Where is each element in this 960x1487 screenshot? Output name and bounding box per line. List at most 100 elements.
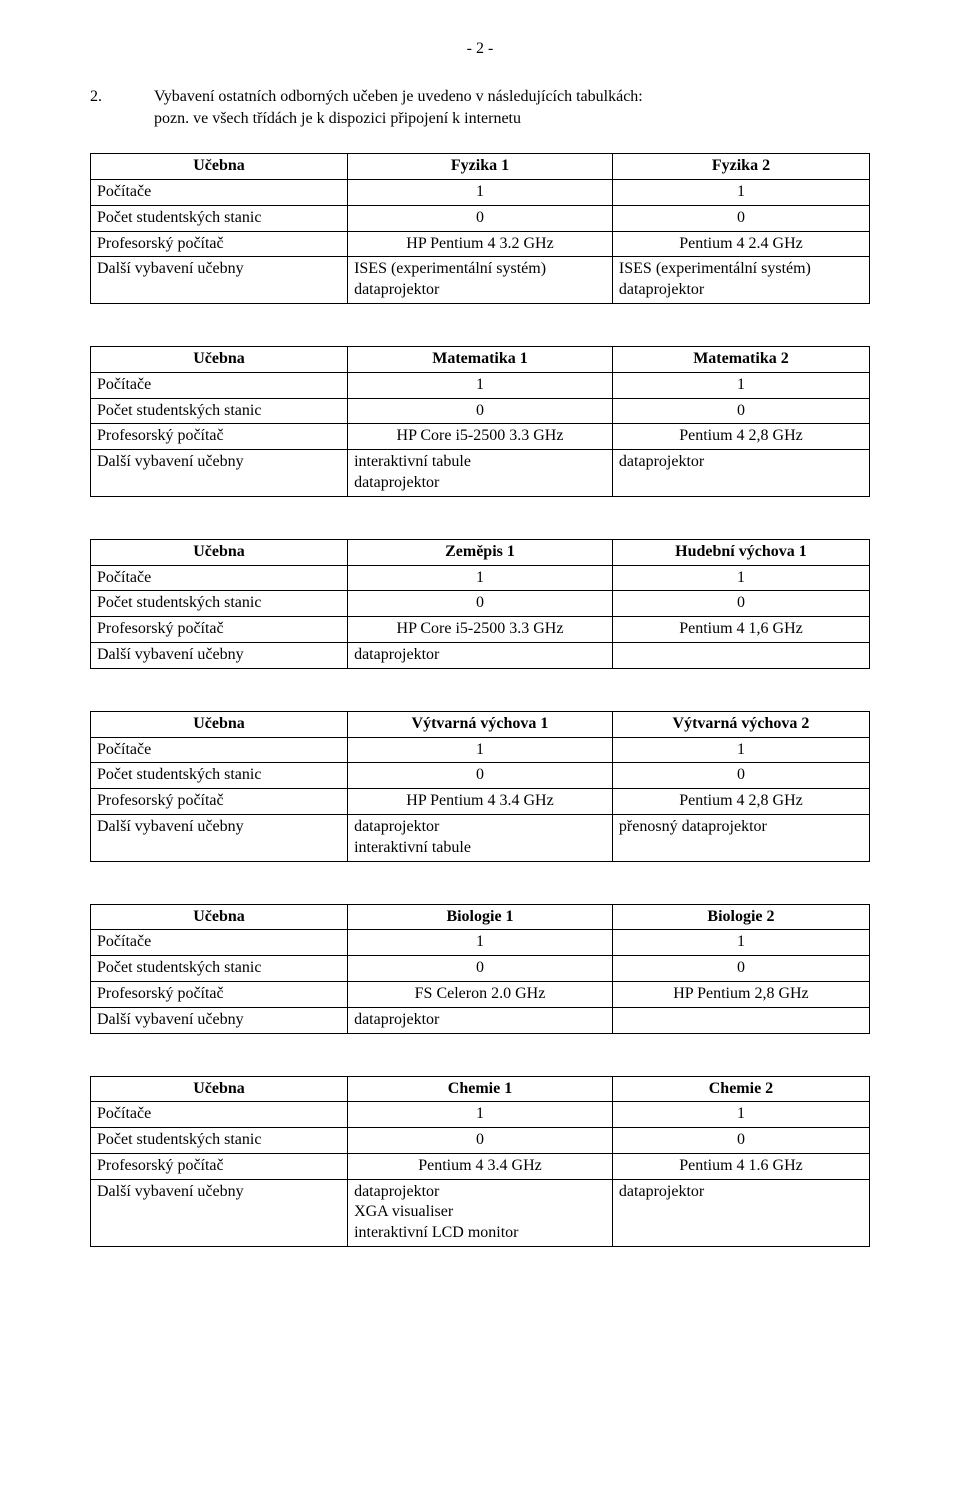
table-row: Počet studentských stanic00 [91,763,870,789]
row-value-cell: Pentium 4 3.4 GHz [348,1153,613,1179]
row-value-cell: 0 [348,398,613,424]
classroom-table: UčebnaVýtvarná výchova 1Výtvarná výchova… [90,711,870,862]
row-label-cell: Profesorský počítač [91,424,348,450]
row-value-cell: 1 [348,930,613,956]
table-header-row: UčebnaZeměpis 1Hudební výchova 1 [91,539,870,565]
row-label-cell: Počítače [91,179,348,205]
row-value-cell: 1 [612,930,869,956]
table-row: Počet studentských stanic00 [91,591,870,617]
row-value-cell: 0 [348,1128,613,1154]
header-label-cell: Učebna [91,1076,348,1102]
table-header-row: UčebnaBiologie 1Biologie 2 [91,904,870,930]
row-value-cell: 0 [612,1128,869,1154]
row-value-cell: HP Pentium 4 3.2 GHz [348,231,613,257]
table-row: Další vybavení učebny ISES (experimentáln… [91,257,870,304]
row-value-cell: Pentium 4 2,8 GHz [612,789,869,815]
row-label-cell: Profesorský počítač [91,981,348,1007]
table-row: Počet studentských stanic00 [91,205,870,231]
table-row: Další vybavení učebnyinteraktivní tabule… [91,450,870,497]
row-value-cell: interaktivní tabuledataprojektor [348,450,613,497]
table-row: Počítače11 [91,179,870,205]
table-row: Profesorský počítačFS Celeron 2.0 GHzHP … [91,981,870,1007]
table-header-row: UčebnaMatematika 1Matematika 2 [91,346,870,372]
row-label-cell: Počet studentských stanic [91,398,348,424]
table-row: Počítače11 [91,930,870,956]
table-header-row: UčebnaFyzika 1Fyzika 2 [91,154,870,180]
row-value-cell: HP Pentium 2,8 GHz [612,981,869,1007]
table-row: Další vybavení učebnydataprojektorintera… [91,814,870,861]
header-label-cell: Učebna [91,346,348,372]
row-value-cell: přenosný dataprojektor [612,814,869,861]
classroom-table: UčebnaFyzika 1Fyzika 2Počítače11Počet st… [90,153,870,304]
row-value-cell: Pentium 4 1.6 GHz [612,1153,869,1179]
row-value-cell: 1 [348,1102,613,1128]
header-value-cell: Biologie 1 [348,904,613,930]
row-label-cell: Další vybavení učebny [91,1179,348,1246]
row-value-cell: Pentium 4 1,6 GHz [612,617,869,643]
row-value-cell: 1 [612,565,869,591]
intro-line1: Vybavení ostatních odborných učeben je u… [154,88,643,105]
row-value-cell: dataprojektor [348,642,613,668]
row-label-cell: Počet studentských stanic [91,956,348,982]
row-value-cell: 0 [612,398,869,424]
row-value-cell: HP Pentium 4 3.4 GHz [348,789,613,815]
table-row: Počítače11 [91,737,870,763]
row-label-cell: Další vybavení učebny [91,450,348,497]
row-value-cell [612,1007,869,1033]
header-label-cell: Učebna [91,711,348,737]
row-value-cell: dataprojektor [348,1007,613,1033]
row-value-cell: dataprojektorinteraktivní tabule [348,814,613,861]
row-value-cell: 1 [612,372,869,398]
row-value-cell: 0 [612,591,869,617]
row-value-cell: 1 [348,179,613,205]
row-value-cell: 0 [348,956,613,982]
intro-body: Vybavení ostatních odborných učeben je u… [154,86,864,129]
intro-paragraph: 2. Vybavení ostatních odborných učeben j… [90,86,870,129]
header-value-cell: Matematika 1 [348,346,613,372]
table-row: Profesorský počítačHP Core i5-2500 3.3 G… [91,617,870,643]
header-value-cell: Chemie 2 [612,1076,869,1102]
row-value-cell: 0 [348,205,613,231]
intro-number: 2. [90,86,150,108]
header-value-cell: Hudební výchova 1 [612,539,869,565]
header-value-cell: Matematika 2 [612,346,869,372]
row-label-cell: Profesorský počítač [91,617,348,643]
row-value-cell: 0 [612,205,869,231]
table-row: Profesorský počítačHP Core i5-2500 3.3 G… [91,424,870,450]
table-header-row: UčebnaVýtvarná výchova 1Výtvarná výchova… [91,711,870,737]
table-header-row: UčebnaChemie 1Chemie 2 [91,1076,870,1102]
row-value-cell: ISES (experimentální systém)dataprojekto… [612,257,869,304]
row-label-cell: Počítače [91,1102,348,1128]
header-value-cell: Výtvarná výchova 1 [348,711,613,737]
table-row: Další vybavení učebnydataprojektor [91,642,870,668]
row-label-cell: Počet studentských stanic [91,763,348,789]
row-label-cell: Profesorský počítač [91,231,348,257]
header-value-cell: Chemie 1 [348,1076,613,1102]
table-row: Počítače11 [91,565,870,591]
tables-container: UčebnaFyzika 1Fyzika 2Počítače11Počet st… [90,153,870,1247]
row-value-cell: 0 [348,763,613,789]
row-value-cell: Pentium 4 2.4 GHz [612,231,869,257]
row-label-cell: Počet studentských stanic [91,1128,348,1154]
row-label-cell: Další vybavení učebny [91,642,348,668]
classroom-table: UčebnaChemie 1Chemie 2Počítače11Počet st… [90,1076,870,1248]
table-row: Další vybavení učebnydataprojektorXGA vi… [91,1179,870,1246]
table-row: Počet studentských stanic00 [91,1128,870,1154]
table-row: Počítače11 [91,1102,870,1128]
table-row: Počet studentských stanic00 [91,398,870,424]
table-row: Další vybavení učebnydataprojektor [91,1007,870,1033]
row-value-cell: dataprojektor [612,450,869,497]
row-value-cell: dataprojektorXGA visualiserinteraktivní … [348,1179,613,1246]
header-label-cell: Učebna [91,539,348,565]
row-label-cell: Počet studentských stanic [91,591,348,617]
row-label-cell: Počet studentských stanic [91,205,348,231]
row-label-cell: Počítače [91,737,348,763]
row-value-cell: 0 [612,956,869,982]
row-label-cell: Další vybavení učebny [91,257,348,304]
table-row: Počítače11 [91,372,870,398]
row-label-cell: Další vybavení učebny [91,1007,348,1033]
classroom-table: UčebnaMatematika 1Matematika 2Počítače11… [90,346,870,497]
classroom-table: UčebnaZeměpis 1Hudební výchova 1Počítače… [90,539,870,669]
header-value-cell: Fyzika 1 [348,154,613,180]
table-row: Počet studentských stanic00 [91,956,870,982]
